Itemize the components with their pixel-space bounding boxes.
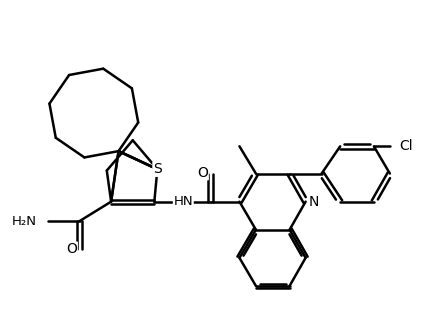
Text: S: S: [153, 162, 162, 176]
Text: Cl: Cl: [399, 139, 413, 153]
Text: H₂N: H₂N: [11, 214, 36, 228]
Text: O: O: [197, 166, 208, 180]
Text: HN: HN: [174, 195, 193, 208]
Text: N: N: [309, 195, 319, 208]
Text: O: O: [66, 242, 77, 256]
